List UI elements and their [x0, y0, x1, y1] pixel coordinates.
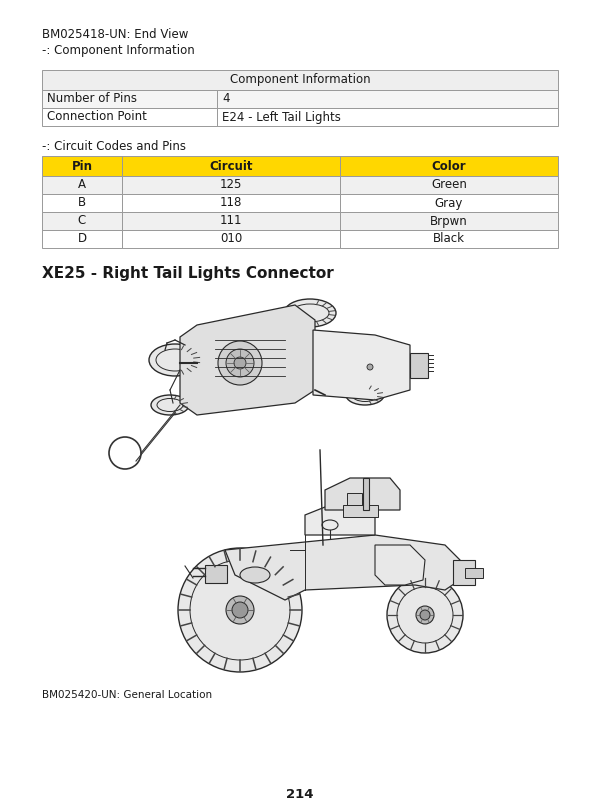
Text: A: A — [78, 178, 86, 192]
Polygon shape — [375, 545, 425, 585]
Text: -: Component Information: -: Component Information — [42, 44, 195, 57]
Circle shape — [367, 364, 373, 370]
Circle shape — [178, 548, 302, 672]
Ellipse shape — [284, 299, 336, 327]
Circle shape — [226, 596, 254, 624]
Text: Component Information: Component Information — [230, 73, 370, 86]
Text: 118: 118 — [220, 197, 242, 210]
Text: BM025418-UN: End View: BM025418-UN: End View — [42, 28, 188, 41]
Bar — [340, 176, 558, 194]
Bar — [217, 90, 558, 108]
Bar — [42, 176, 122, 194]
Bar — [42, 194, 122, 212]
Text: Number of Pins: Number of Pins — [47, 93, 137, 106]
Bar — [340, 230, 558, 248]
Text: 125: 125 — [220, 178, 242, 192]
Bar — [42, 108, 217, 126]
Ellipse shape — [151, 395, 189, 415]
Ellipse shape — [240, 567, 270, 583]
Text: B: B — [78, 197, 86, 210]
Text: 4: 4 — [222, 93, 229, 106]
Bar — [122, 230, 340, 248]
Text: Pin: Pin — [71, 160, 92, 172]
Bar — [217, 108, 558, 126]
Polygon shape — [225, 535, 460, 600]
Text: Gray: Gray — [435, 197, 463, 210]
Text: Circuit: Circuit — [209, 160, 253, 172]
Bar — [340, 194, 558, 212]
Text: Brpwn: Brpwn — [430, 214, 468, 227]
Text: 111: 111 — [220, 214, 242, 227]
Polygon shape — [313, 330, 410, 400]
Bar — [42, 70, 558, 90]
Circle shape — [234, 357, 246, 369]
Bar — [343, 505, 378, 517]
Polygon shape — [180, 305, 315, 415]
Bar — [340, 156, 558, 176]
Circle shape — [416, 606, 434, 624]
Bar — [410, 353, 428, 378]
Ellipse shape — [149, 344, 201, 376]
Text: C: C — [78, 214, 86, 227]
Circle shape — [387, 577, 463, 653]
Bar — [42, 90, 217, 108]
Bar — [453, 560, 475, 585]
Bar — [42, 230, 122, 248]
Bar — [347, 493, 362, 505]
Circle shape — [420, 610, 430, 620]
Bar — [465, 568, 483, 578]
Text: BM025420-UN: General Location: BM025420-UN: General Location — [42, 690, 212, 700]
Text: -: Circuit Codes and Pins: -: Circuit Codes and Pins — [42, 140, 186, 153]
Polygon shape — [325, 478, 400, 510]
Text: Black: Black — [433, 232, 465, 246]
Circle shape — [232, 602, 248, 618]
Text: E24 - Left Tail Lights: E24 - Left Tail Lights — [222, 110, 341, 123]
Text: D: D — [77, 232, 86, 246]
Bar — [42, 156, 122, 176]
Bar — [122, 194, 340, 212]
Bar — [340, 212, 558, 230]
Text: Color: Color — [431, 160, 466, 172]
Text: Connection Point: Connection Point — [47, 110, 147, 123]
Text: XE25 - Right Tail Lights Connector: XE25 - Right Tail Lights Connector — [42, 266, 334, 281]
Bar — [363, 478, 369, 510]
Bar — [122, 176, 340, 194]
Circle shape — [218, 341, 262, 385]
Ellipse shape — [346, 385, 384, 405]
Bar — [42, 212, 122, 230]
Text: Green: Green — [431, 178, 467, 192]
Bar — [122, 212, 340, 230]
Circle shape — [226, 349, 254, 377]
Text: 214: 214 — [286, 788, 314, 801]
Bar — [122, 156, 340, 176]
Polygon shape — [305, 505, 375, 535]
Bar — [205, 565, 227, 583]
Text: 010: 010 — [220, 232, 242, 246]
